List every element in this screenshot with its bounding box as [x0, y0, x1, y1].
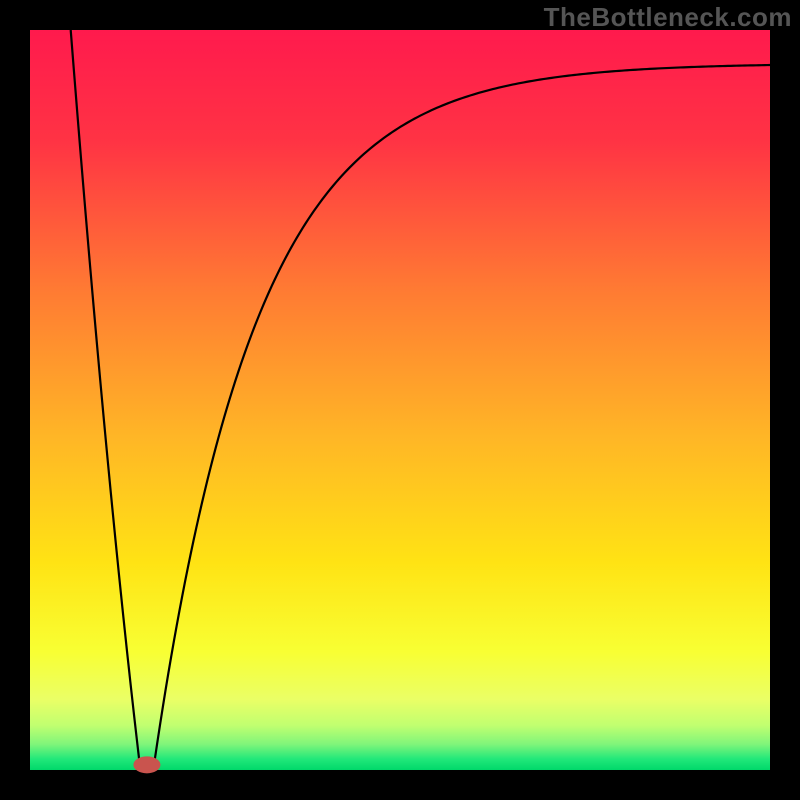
plot-background	[30, 30, 770, 770]
bottleneck-chart	[0, 0, 800, 800]
optimum-marker	[134, 757, 160, 773]
chart-frame: TheBottleneck.com	[0, 0, 800, 800]
watermark-text: TheBottleneck.com	[544, 2, 792, 33]
